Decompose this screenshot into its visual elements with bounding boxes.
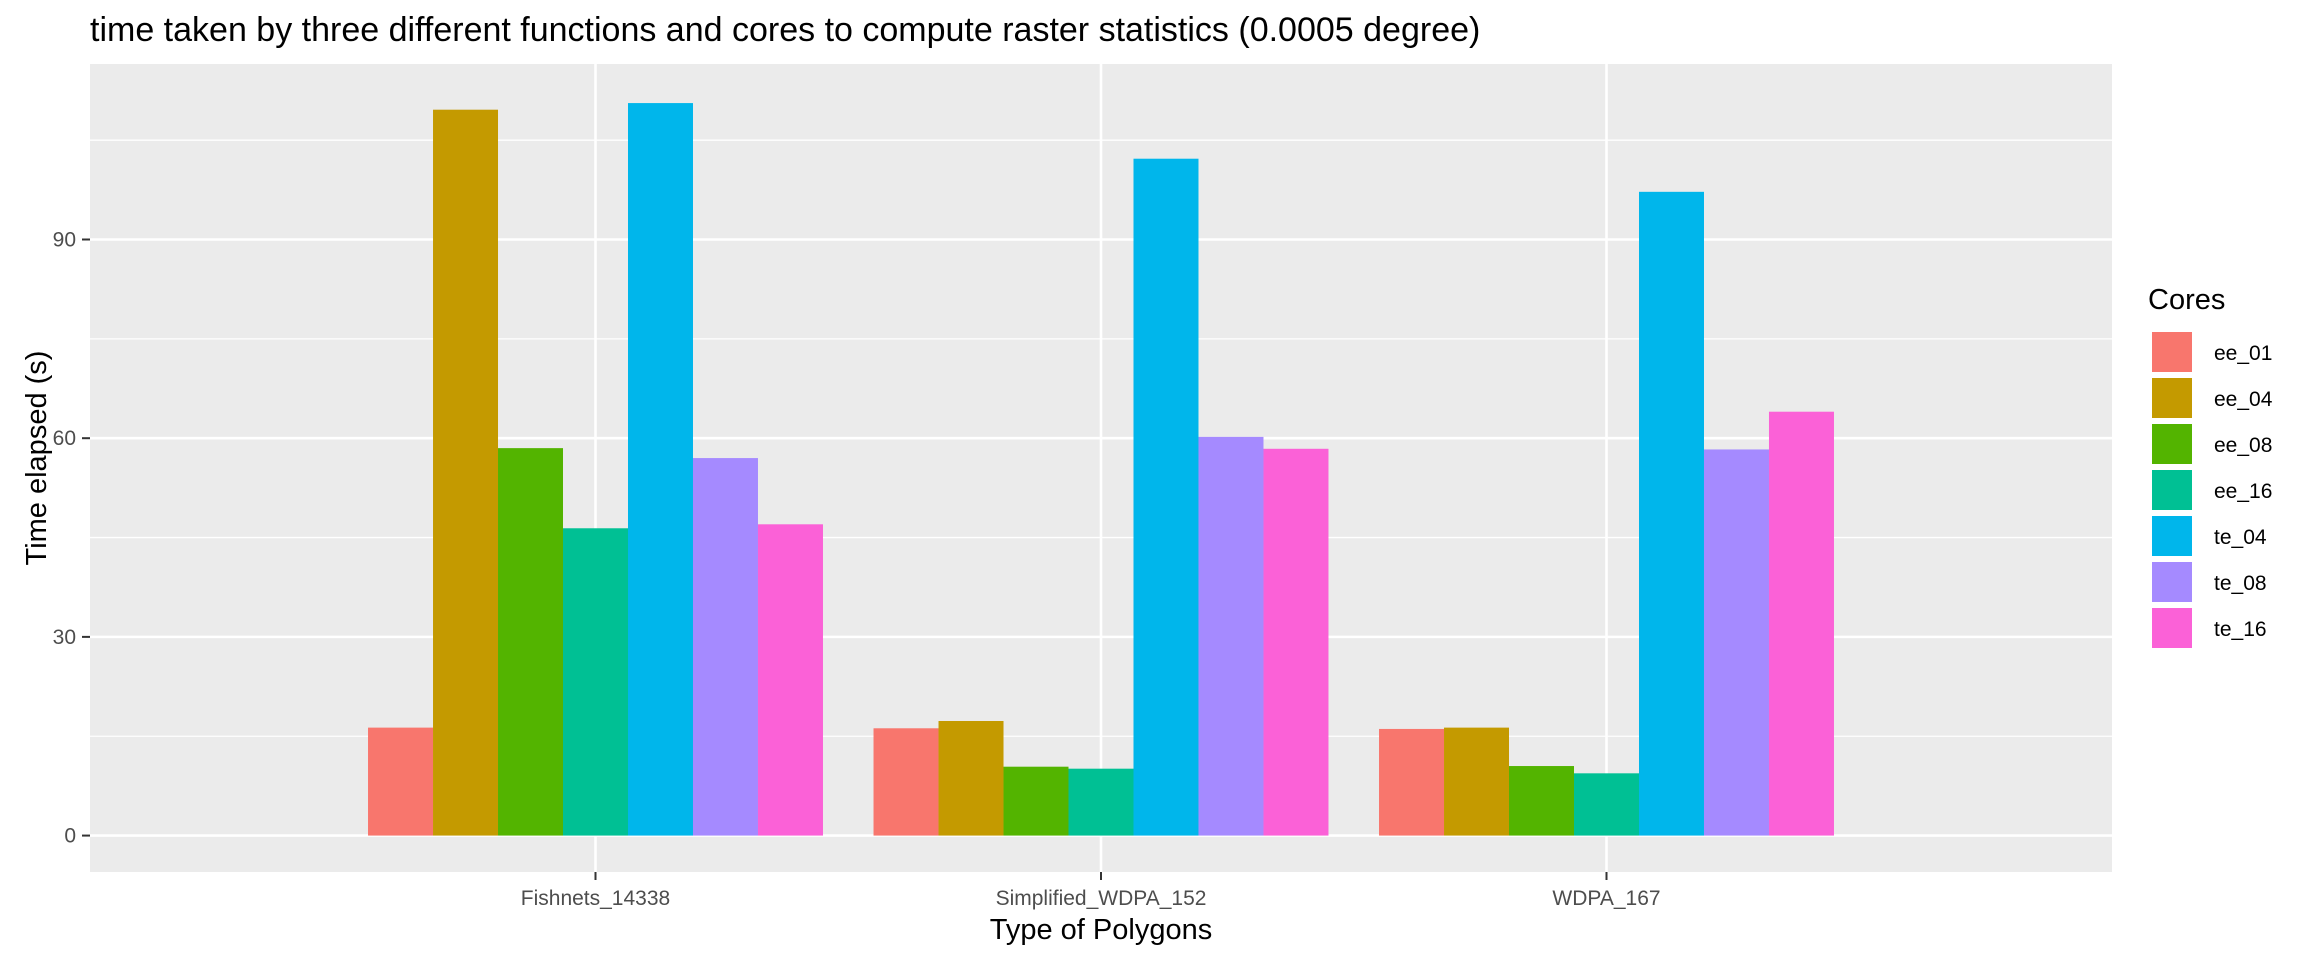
bar-te_04-Fishnets_14338	[627, 103, 693, 836]
bar-ee_01-Simplified_WDPA_152	[873, 728, 939, 836]
bar-te_16-WDPA_167	[1768, 411, 1834, 836]
legend-key-te_08	[2152, 562, 2192, 602]
legend: Cores ee_01 ee_04 ee_08 ee_16 te_04 te_08 te_1…	[2148, 284, 2273, 648]
x-tick-label: WDPA_167	[1552, 887, 1660, 910]
bar-ee_16-Simplified_WDPA_152	[1068, 768, 1134, 836]
bar-te_04-WDPA_167	[1638, 191, 1704, 836]
y-tick-label: 0	[64, 825, 76, 848]
y-tick-label: 60	[53, 427, 76, 450]
bar-ee_04-Simplified_WDPA_152	[938, 720, 1004, 836]
bar-ee_01-WDPA_167	[1379, 728, 1445, 836]
legend-key-te_04	[2152, 516, 2192, 556]
bar-ee_08-Simplified_WDPA_152	[1003, 766, 1069, 836]
bar-te_08-Simplified_WDPA_152	[1198, 436, 1264, 836]
legend-title: Cores	[2148, 284, 2225, 316]
bar-te_04-Simplified_WDPA_152	[1133, 158, 1199, 836]
y-tick-label: 30	[53, 626, 76, 649]
legend-key-te_16	[2152, 608, 2192, 648]
bar-te_08-Fishnets_14338	[692, 458, 758, 836]
legend-key-ee_04	[2152, 378, 2192, 418]
legend-label-ee_08: ee_08	[2214, 434, 2272, 457]
legend-label-te_08: te_08	[2214, 572, 2267, 595]
chart-title: time taken by three different functions …	[90, 11, 1480, 49]
gridlines	[90, 64, 2112, 872]
legend-label-ee_16: ee_16	[2214, 480, 2272, 503]
x-tick-label: Fishnets_14338	[521, 887, 670, 910]
legend-key-ee_08	[2152, 424, 2192, 464]
bar-ee_01-Fishnets_14338	[368, 727, 434, 836]
legend-key-ee_16	[2152, 470, 2192, 510]
legend-label-te_16: te_16	[2214, 618, 2267, 641]
legend-label-te_04: te_04	[2214, 526, 2267, 549]
bar-ee_04-Fishnets_14338	[433, 109, 499, 836]
x-axis: Fishnets_14338 Simplified_WDPA_152 WDPA_16…	[521, 872, 1661, 910]
bar-ee_16-Fishnets_14338	[563, 528, 628, 836]
legend-label-ee_04: ee_04	[2214, 388, 2273, 411]
bar-ee_08-WDPA_167	[1509, 766, 1575, 836]
y-tick-label: 90	[53, 229, 76, 252]
x-tick-label: Simplified_WDPA_152	[996, 887, 1207, 910]
bar-te_08-WDPA_167	[1703, 449, 1769, 836]
bar-ee_16-WDPA_167	[1574, 773, 1639, 836]
x-axis-title: Type of Polygons	[990, 914, 1212, 946]
bar-te_16-Fishnets_14338	[757, 524, 823, 836]
bar-te_16-Simplified_WDPA_152	[1263, 448, 1329, 836]
y-axis: 0 30 60 90	[53, 229, 90, 848]
bar-ee_08-Fishnets_14338	[498, 448, 564, 836]
legend-key-ee_01	[2152, 332, 2192, 372]
legend-label-ee_01: ee_01	[2214, 342, 2272, 365]
bars	[368, 103, 1834, 836]
y-axis-title: Time elapsed (s)	[21, 351, 53, 566]
bar-ee_04-WDPA_167	[1444, 727, 1510, 836]
